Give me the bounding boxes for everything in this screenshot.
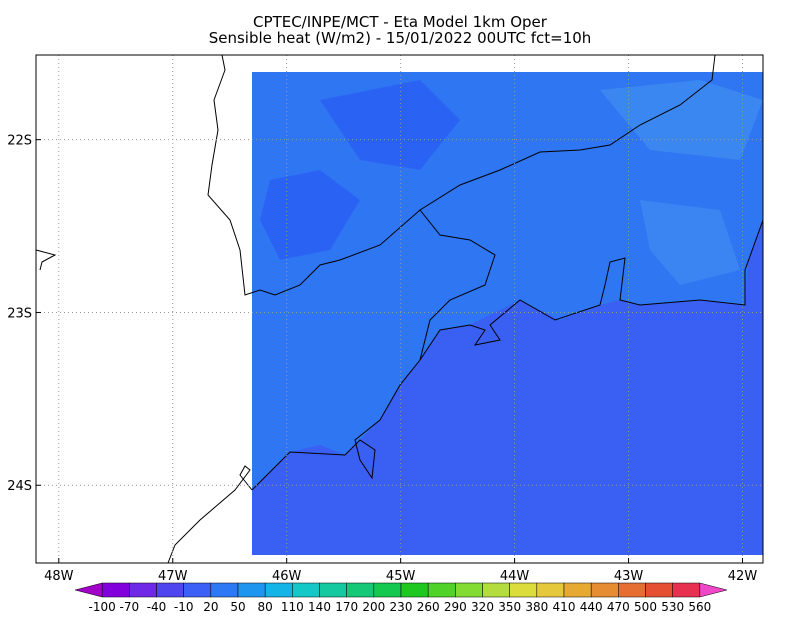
colorbar-box	[292, 582, 320, 598]
colorbar-label: -100	[89, 600, 116, 614]
colorbar-box	[672, 582, 701, 598]
colorbar-label: 80	[258, 600, 273, 614]
colorbar-label: 260	[417, 600, 440, 614]
lon-tick-label: 46W	[272, 569, 302, 584]
lon-tick-label: 45W	[386, 569, 416, 584]
land-patch	[600, 80, 763, 160]
colorbar-box	[645, 582, 673, 598]
colorbar-label: 530	[661, 600, 684, 614]
colorbar-label: -70	[120, 600, 140, 614]
colorbar-label: 230	[390, 600, 413, 614]
colorbar-box	[373, 582, 402, 598]
colorbar-label: 500	[634, 600, 657, 614]
colorbar-label: 290	[444, 600, 467, 614]
title: CPTEC/INPE/MCT - Eta Model 1km Oper	[253, 13, 548, 31]
boundaries	[35, 54, 764, 564]
colorbar-box	[101, 582, 130, 598]
colorbar: -100 -70 -40 -10 20 50 80 110 140 170 200 230 260 290…	[74, 582, 728, 614]
lon-tick-label: 42W	[728, 569, 758, 584]
state-border	[419, 209, 496, 361]
colorbar-label: 170	[335, 600, 358, 614]
land-patch	[640, 200, 740, 285]
colorbar-box	[237, 582, 266, 598]
field	[252, 72, 763, 555]
lon-tick-label: 48W	[44, 569, 74, 584]
lat-tick-label: 22S	[7, 134, 32, 149]
lon-tick-label: 44W	[500, 569, 530, 584]
lat-tick-label: 24S	[7, 479, 32, 494]
colorbar-box	[129, 582, 157, 598]
colorbar-label: 50	[230, 600, 245, 614]
colorbar-label: 380	[525, 600, 548, 614]
colorbar-label: 560	[688, 600, 711, 614]
lon-tick-label: 43W	[614, 569, 644, 584]
land-field	[252, 72, 763, 490]
colorbar-label: 440	[580, 600, 603, 614]
colorbar-label: -10	[174, 600, 194, 614]
colorbar-box	[183, 582, 212, 598]
colorbar-label: 470	[607, 600, 630, 614]
colorbar-box	[482, 582, 510, 598]
colorbar-label: 140	[308, 600, 331, 614]
colorbar-label: 110	[281, 600, 304, 614]
colorbar-box	[536, 582, 565, 598]
grid: 48W 47W 46W 45W 44W 43W 42W 22S 23S 24S	[7, 55, 763, 584]
colorbar-label: -40	[147, 600, 167, 614]
colorbar-label: 320	[471, 600, 494, 614]
colorbar-arrow	[699, 582, 728, 598]
colorbar-box	[156, 582, 184, 598]
state-border	[207, 54, 716, 296]
colorbar-label: 410	[553, 600, 576, 614]
colorbar-label: 20	[203, 600, 218, 614]
colorbar-box	[509, 582, 538, 598]
land-patch	[260, 170, 360, 260]
map-frame	[35, 54, 764, 564]
colorbar-label: 200	[362, 600, 385, 614]
colorbar-box	[590, 582, 619, 598]
colorbar-box	[563, 582, 592, 598]
lon-tick-label: 47W	[158, 569, 188, 584]
coastline-west	[167, 465, 253, 564]
colorbar-box	[427, 582, 456, 598]
colorbar-box	[210, 582, 239, 598]
lat-tick-label: 23S	[7, 306, 32, 321]
coastline	[251, 219, 764, 491]
colorbar-box	[346, 582, 375, 598]
colorbar-label: 350	[498, 600, 521, 614]
subtitle: Sensible heat (W/m2) - 15/01/2022 00UTC …	[209, 29, 592, 47]
state-border	[35, 249, 57, 271]
colorbar-box	[319, 582, 347, 598]
colorbar-box	[618, 582, 646, 598]
colorbar-arrow	[74, 582, 103, 598]
land-patch	[320, 80, 460, 170]
colorbar-box	[264, 582, 293, 598]
colorbar-box	[455, 582, 483, 598]
colorbar-box	[400, 582, 429, 598]
